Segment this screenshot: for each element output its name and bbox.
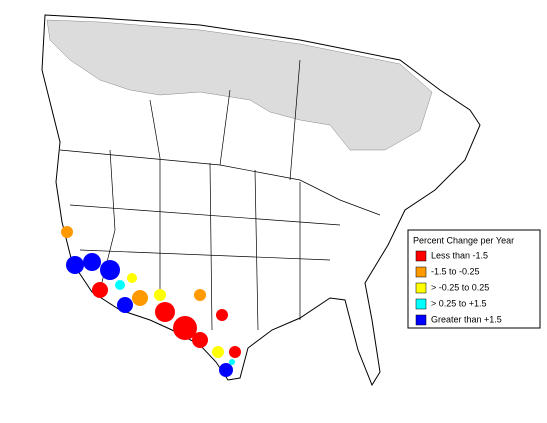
trend-area	[127, 273, 137, 283]
trend-area	[229, 359, 235, 365]
trend-area	[155, 302, 175, 322]
trend-area	[61, 226, 73, 238]
trend-area	[92, 282, 108, 298]
trend-area	[83, 253, 101, 271]
legend-label: Greater than +1.5	[431, 314, 502, 324]
trend-area	[115, 280, 125, 290]
trend-area	[173, 316, 197, 340]
trend-area	[192, 332, 208, 348]
trend-area	[117, 297, 133, 313]
trend-area	[100, 260, 120, 280]
trend-area	[216, 309, 228, 321]
trend-area	[194, 289, 206, 301]
border	[159, 158, 301, 331]
trend-area	[219, 363, 233, 377]
legend-swatch	[415, 282, 427, 294]
trend-areas	[61, 226, 241, 377]
legend-swatch	[415, 250, 427, 262]
legend-label: > -0.25 to 0.25	[431, 282, 489, 292]
border	[59, 149, 381, 216]
legend-label: > 0.25 to +1.5	[431, 298, 487, 308]
legend-swatch	[415, 298, 427, 310]
legend-swatch	[415, 314, 427, 326]
legend-box	[407, 229, 541, 329]
trend-area	[132, 290, 148, 306]
no-data-region	[46, 19, 433, 151]
legend-label: -1.5 to -0.25	[431, 266, 480, 276]
trend-area	[212, 346, 224, 358]
legend-title: Percent Change per Year	[413, 235, 514, 245]
legend: Percent Change per Year Less than -1.5 -1…	[407, 229, 541, 329]
trend-area	[154, 289, 166, 301]
border	[69, 59, 341, 261]
legend-label: Less than -1.5	[431, 250, 488, 260]
legend-swatch	[415, 266, 427, 278]
trend-area	[66, 256, 84, 274]
trend-area	[229, 346, 241, 358]
